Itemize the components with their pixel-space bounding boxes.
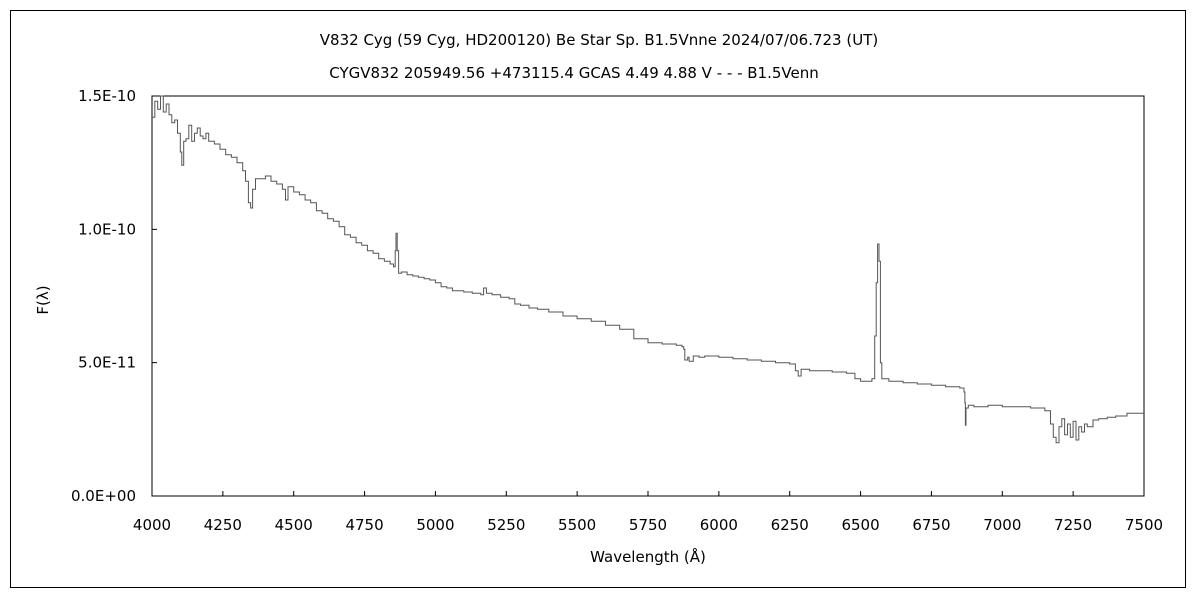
y-tick-label: 1.5E-10 [78,87,136,105]
x-tick-label: 5500 [558,516,596,534]
x-tick-label: 5250 [487,516,525,534]
x-tick-label: 7500 [1125,516,1163,534]
chart-subtitle: CYGV832 205949.56 +473115.4 GCAS 4.49 4.… [329,64,819,82]
x-tick-label: 6500 [841,516,879,534]
x-tick-label: 4000 [133,516,171,534]
x-tick-label: 7000 [983,516,1021,534]
x-axis-label: Wavelength (Å) [590,547,706,566]
x-tick-label: 7250 [1054,516,1092,534]
x-tick-label: 5750 [629,516,667,534]
y-axis-label: F(λ) [34,285,52,314]
chart-title: V832 Cyg (59 Cyg, HD200120) Be Star Sp. … [320,31,878,49]
chart-frame [10,10,1186,588]
x-tick-label: 6250 [771,516,809,534]
y-tick-label: 0.0E+00 [71,487,136,505]
series-layer [152,95,1144,444]
x-tick-label: 4750 [345,516,383,534]
y-tick-label: 1.0E-10 [78,220,136,238]
y-tick-label: 5.0E-11 [78,354,136,372]
x-tick-label: 6000 [700,516,738,534]
x-axis: 4000 4250 4500 4750 5000 5250 5500 5750 6000 6250… [133,491,1163,534]
x-tick-label: 6750 [912,516,950,534]
plot-area [151,95,1145,497]
x-tick-label: 4250 [204,516,242,534]
y-axis: 0.0E+00 5.0E-11 1.0E-10 1.5E-10 [71,87,157,505]
x-tick-label: 5000 [416,516,454,534]
x-tick-label: 4500 [275,516,313,534]
spectrum-series-line [152,95,1144,444]
